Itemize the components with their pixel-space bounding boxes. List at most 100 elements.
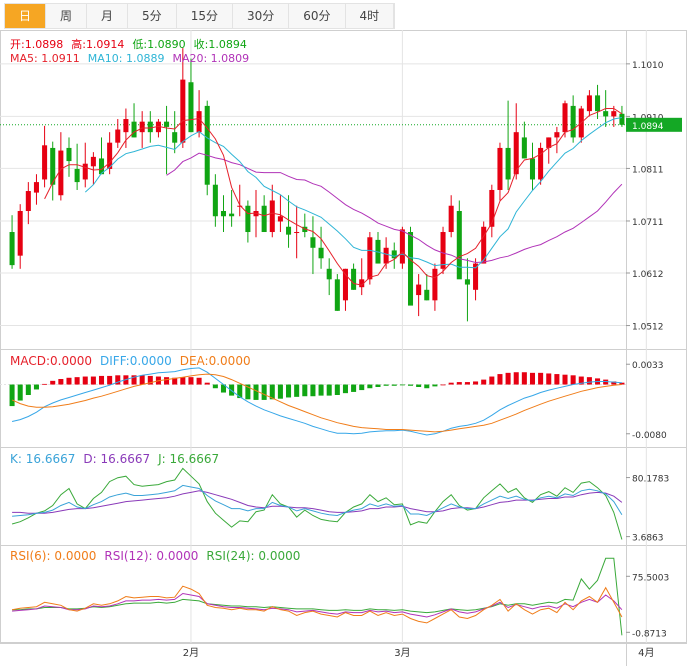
rsi-tick-label: -0.8713 — [632, 629, 667, 639]
macd-bar — [310, 384, 316, 397]
macd-info: MACD:0.0000 DIFF:0.0000 DEA:0.0000 — [10, 354, 259, 368]
price-tick-label: 1.0811 — [632, 165, 664, 175]
tab-3[interactable]: 5分 — [128, 4, 177, 28]
candle-body — [237, 205, 243, 207]
macd-bar — [513, 372, 519, 385]
candle-body — [326, 268, 332, 280]
candle-body — [25, 191, 31, 211]
rsi24-line — [12, 557, 623, 636]
macd-bar — [277, 384, 283, 399]
macd-bar — [90, 376, 96, 385]
macd-bar — [326, 384, 332, 396]
macd-bar — [367, 384, 373, 389]
candle-body — [367, 237, 373, 280]
macd-bar — [115, 375, 121, 385]
macd-bar — [359, 384, 365, 391]
candle-body — [123, 119, 129, 133]
candle-body — [50, 147, 56, 185]
macd-value: MACD:0.0000 — [10, 354, 93, 368]
macd-bar — [302, 384, 308, 397]
candle-body — [212, 184, 218, 217]
candle-body — [538, 147, 544, 180]
price-tick-label: 1.0512 — [632, 323, 664, 333]
macd-bar — [375, 384, 381, 387]
macd-bar — [204, 382, 210, 385]
candle-body — [554, 132, 560, 138]
ma5-value: MA5: 1.0911 — [10, 52, 80, 65]
macd-bar — [407, 384, 414, 386]
x-tick-label: 4月 — [638, 647, 654, 659]
candle-body — [424, 289, 430, 301]
macd-bar — [98, 375, 105, 385]
rsi6-line — [12, 585, 623, 624]
macd-bar — [351, 384, 357, 392]
macd-bar — [521, 372, 527, 385]
price-tick-label: 1.0612 — [632, 270, 664, 280]
ma10-value: MA10: 1.0889 — [87, 52, 165, 65]
macd-bar — [220, 384, 227, 393]
candle-body — [188, 82, 194, 133]
price-tick-label: 1.1010 — [632, 61, 664, 71]
candle-body — [90, 156, 96, 167]
tab-2[interactable]: 月 — [87, 4, 129, 28]
candle-body — [464, 279, 470, 285]
macd-bar — [497, 374, 503, 385]
candle-body — [58, 150, 64, 196]
macd-bar — [172, 377, 178, 385]
macd-bar — [546, 373, 552, 385]
open-value: 开:1.0898 — [10, 38, 64, 51]
tab-1[interactable]: 周 — [46, 4, 88, 28]
macd-bar — [164, 377, 170, 385]
macd-bar — [147, 375, 153, 385]
high-value: 高:1.0914 — [71, 38, 125, 51]
macd-bar — [25, 384, 31, 395]
macd-bar — [253, 384, 259, 400]
k-value: K: 16.6667 — [10, 452, 76, 466]
macd-bar — [180, 377, 186, 385]
candle-body — [359, 279, 365, 288]
macd-tick-label: 0.0033 — [632, 361, 664, 371]
macd-bar — [294, 384, 300, 397]
rsi-info: RSI(6): 0.0000 RSI(12): 0.0000 RSI(24): 0.… — [10, 549, 308, 563]
d-value: D: 16.6667 — [83, 452, 151, 466]
macd-bar — [342, 384, 348, 394]
macd-bar — [391, 384, 397, 386]
diff-value: DIFF:0.0000 — [100, 354, 172, 368]
ma5-line — [44, 108, 623, 286]
candle-body — [131, 121, 137, 138]
tab-7[interactable]: 4时 — [346, 4, 395, 28]
last-price-label: 1.0894 — [632, 122, 664, 132]
rsi12-line — [12, 592, 623, 618]
macd-bar — [505, 372, 511, 385]
tab-5[interactable]: 30分 — [233, 4, 290, 28]
candle-body — [489, 189, 495, 227]
candle-body — [318, 247, 324, 259]
x-tick-label: 2月 — [183, 647, 199, 659]
candle-body — [391, 250, 397, 259]
rsi24-value: RSI(24): 0.0000 — [206, 549, 301, 563]
candle-body — [33, 182, 39, 193]
candle-body — [334, 279, 340, 311]
candle-body — [164, 121, 170, 127]
candle-body — [261, 205, 267, 233]
candle-body — [74, 168, 80, 183]
candle-body — [66, 147, 72, 162]
ma-info: MA5: 1.0911 MA10: 1.0889 MA20: 1.0809 — [10, 52, 257, 65]
candle-body — [586, 95, 592, 112]
macd-bar — [570, 375, 576, 385]
tab-4[interactable]: 15分 — [177, 4, 233, 28]
kdj-j-line — [11, 467, 623, 540]
ma10-line — [84, 117, 622, 269]
tab-6[interactable]: 60分 — [289, 4, 346, 28]
macd-bar — [66, 377, 72, 385]
macd-bar — [58, 379, 64, 385]
macd-bar — [269, 384, 275, 400]
macd-bar — [529, 372, 536, 385]
tab-0[interactable]: 日 — [5, 4, 47, 28]
kdj-tick-label: 80.1783 — [632, 475, 669, 485]
rsi-tick-label: 75.5003 — [632, 573, 669, 583]
macd-bar — [212, 384, 218, 389]
candle-body — [147, 121, 153, 133]
candle-body — [383, 247, 389, 264]
macd-bar — [399, 384, 405, 386]
